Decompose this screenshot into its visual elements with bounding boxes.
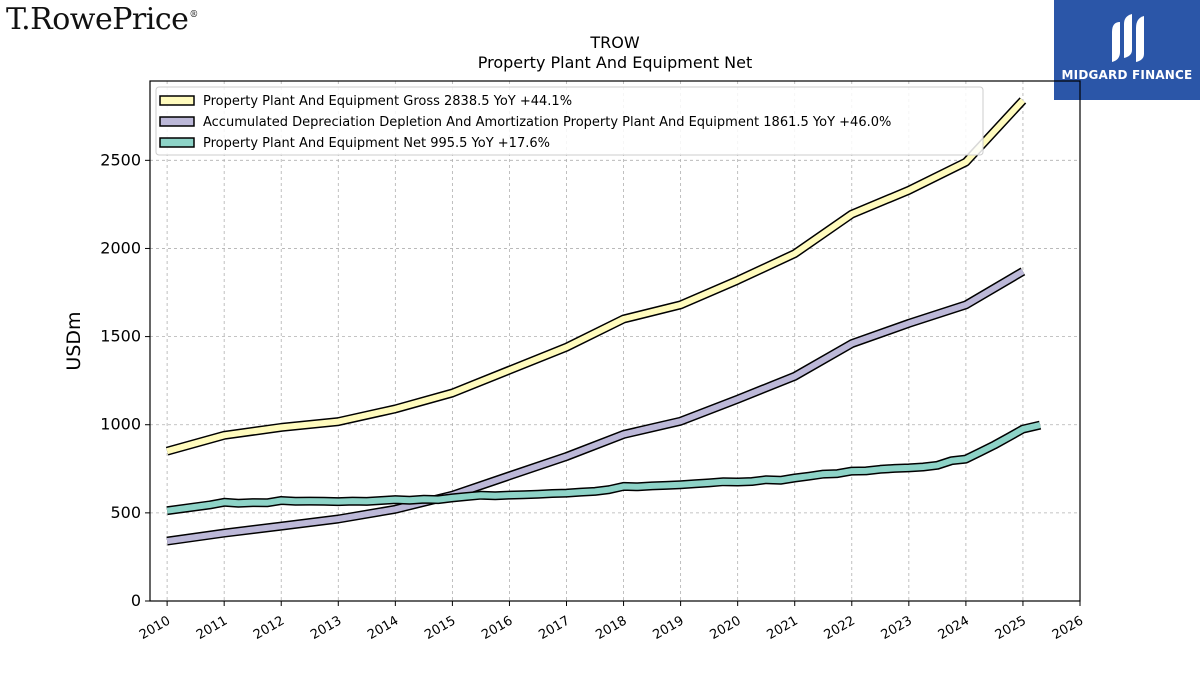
x-tick-label: 2016 (479, 613, 515, 643)
x-tick-label: 2013 (308, 613, 344, 643)
chart-subtitle: Property Plant And Equipment Net (478, 53, 753, 72)
x-tick-label: 2023 (879, 613, 915, 643)
registered-mark: ® (189, 10, 198, 20)
x-tick-label: 2010 (137, 613, 173, 643)
chart-title: TROW (589, 33, 639, 52)
midgard-logo-text: MIDGARD FINANCE (1061, 68, 1193, 82)
legend: Property Plant And Equipment Gross 2838.… (155, 86, 984, 156)
x-tick-label: 2021 (765, 613, 801, 643)
x-tick-label: 2018 (593, 613, 629, 643)
plot-frame (149, 80, 1081, 602)
y-tick-label: 2000 (100, 238, 141, 257)
y-tick-label: 2500 (100, 150, 141, 169)
x-tick-label: 2022 (822, 613, 858, 643)
y-tick-label: 1500 (100, 327, 141, 346)
x-tick-label: 2012 (251, 613, 287, 643)
x-tick-label: 2017 (536, 613, 572, 643)
legend-entry: Property Plant And Equipment Gross 2838.… (203, 94, 572, 109)
y-tick-label: 500 (110, 503, 141, 522)
legend-swatch (159, 95, 195, 106)
series-line (166, 422, 1041, 514)
x-tick-label: 2019 (650, 613, 686, 643)
y-tick-label: 1000 (100, 415, 141, 434)
x-tick-label: 2026 (1050, 613, 1086, 643)
x-tick-label: 2014 (365, 613, 401, 643)
grid (150, 81, 1080, 601)
series-line (166, 268, 1025, 545)
axis-ticks: 2010 2011 2012 2013 2014 2015 2016 2017 2018 2019… (100, 150, 1086, 643)
x-tick-label: 2015 (422, 613, 458, 643)
legend-entry: Accumulated Depreciation Depletion And A… (203, 115, 891, 130)
midgard-finance-logo: MIDGARD FINANCE (1054, 0, 1200, 100)
series-lines (165, 97, 1042, 546)
x-tick-label: 2011 (194, 613, 230, 643)
legend-box (155, 86, 984, 156)
legend-entry: Property Plant And Equipment Net 995.5 Y… (203, 136, 550, 151)
y-axis-label: USDm (63, 311, 85, 370)
x-tick-label: 2020 (708, 613, 744, 643)
series-line (166, 98, 1026, 455)
logo-text: T.RowePrice (6, 2, 189, 37)
legend-swatch (159, 116, 195, 127)
y-tick-label: 0 (131, 591, 141, 610)
legend-swatch (159, 137, 195, 148)
x-tick-label: 2025 (993, 613, 1029, 643)
trowe-price-logo: T.RowePrice® (6, 2, 198, 37)
x-tick-label: 2024 (936, 613, 972, 643)
midgard-logo-icon (1112, 14, 1144, 62)
